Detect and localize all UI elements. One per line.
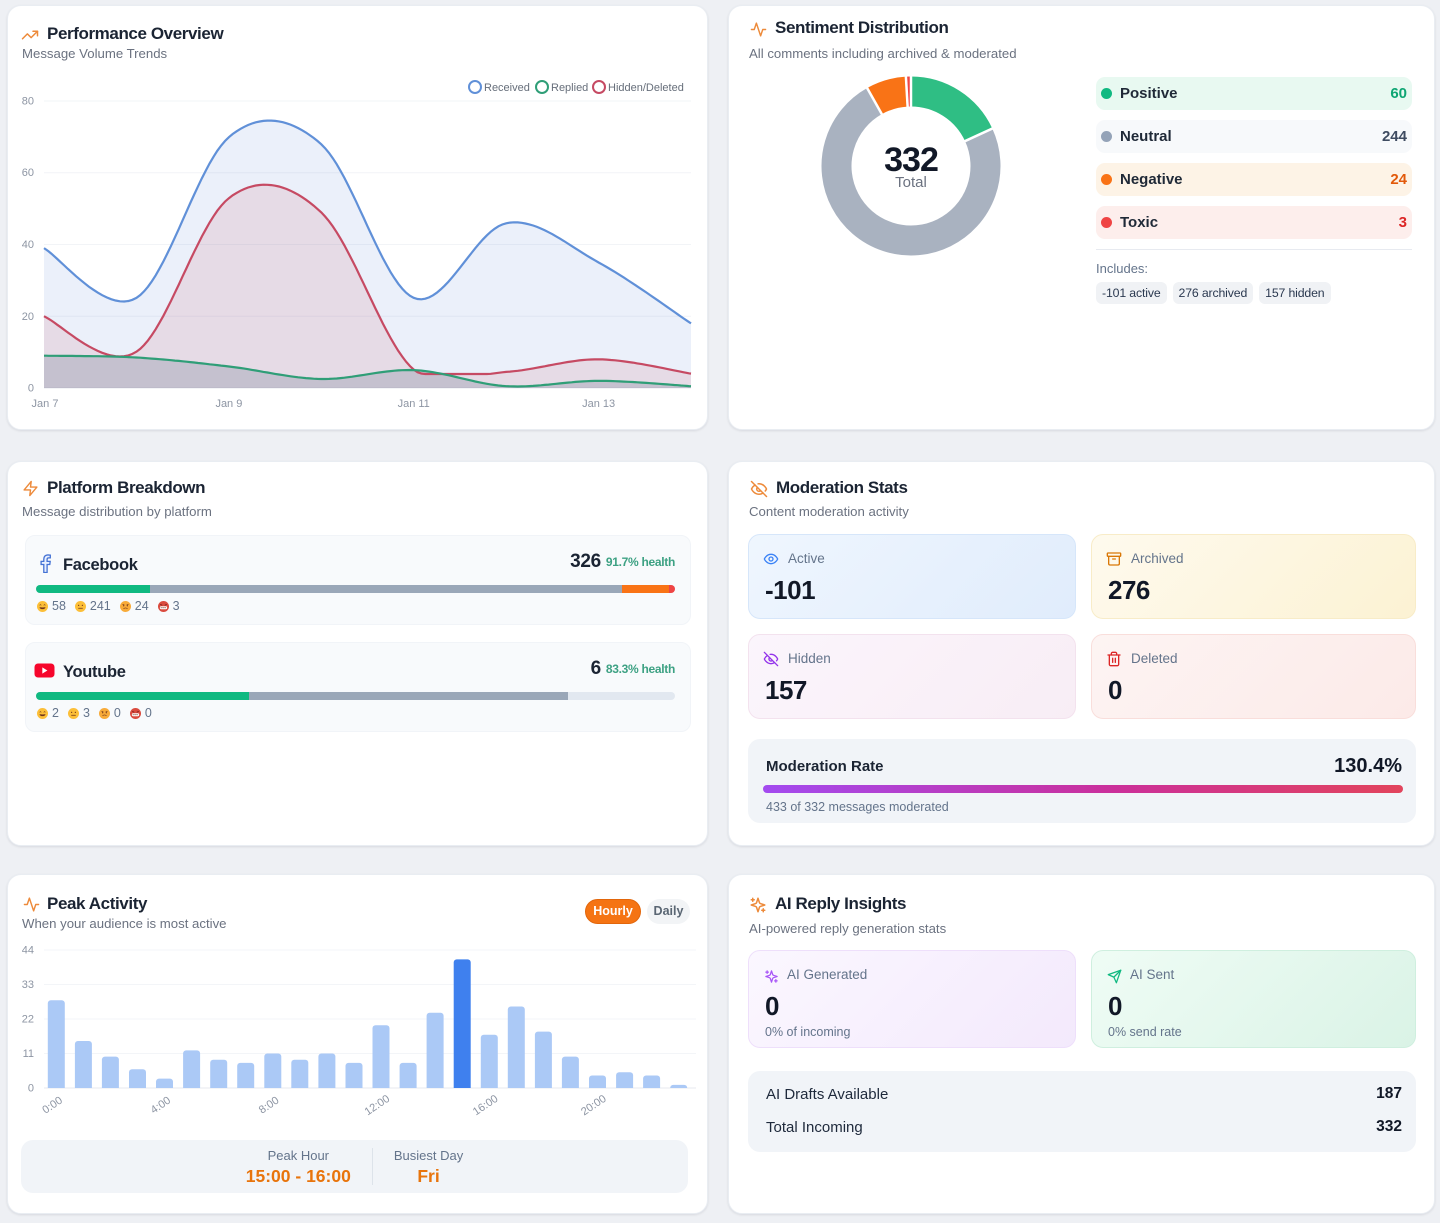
svg-text:Hidden/Deleted: Hidden/Deleted xyxy=(608,82,684,94)
svg-text:Received: Received xyxy=(484,82,530,94)
svg-text:Replied: Replied xyxy=(551,82,588,94)
svg-text:Jan 11: Jan 11 xyxy=(398,398,430,410)
svg-text:Jan 7: Jan 7 xyxy=(32,398,59,410)
svg-text:Jan 13: Jan 13 xyxy=(582,398,615,410)
svg-text:8:00: 8:00 xyxy=(257,1095,281,1117)
svg-text:11: 11 xyxy=(23,1048,34,1060)
svg-text:40: 40 xyxy=(22,239,34,251)
svg-text:12:00: 12:00 xyxy=(363,1093,393,1118)
svg-text:16:00: 16:00 xyxy=(471,1093,501,1118)
svg-text:60: 60 xyxy=(22,167,34,179)
svg-text:44: 44 xyxy=(22,945,34,957)
svg-text:0:00: 0:00 xyxy=(40,1095,64,1117)
svg-text:0: 0 xyxy=(28,1083,34,1095)
svg-text:33: 33 xyxy=(22,979,34,991)
svg-text:4:00: 4:00 xyxy=(149,1095,173,1117)
svg-text:0: 0 xyxy=(28,383,34,395)
svg-text:20:00: 20:00 xyxy=(579,1093,609,1118)
svg-text:22: 22 xyxy=(22,1014,34,1026)
svg-text:80: 80 xyxy=(22,96,34,108)
svg-text:Jan 9: Jan 9 xyxy=(215,398,242,410)
svg-text:20: 20 xyxy=(22,311,34,323)
